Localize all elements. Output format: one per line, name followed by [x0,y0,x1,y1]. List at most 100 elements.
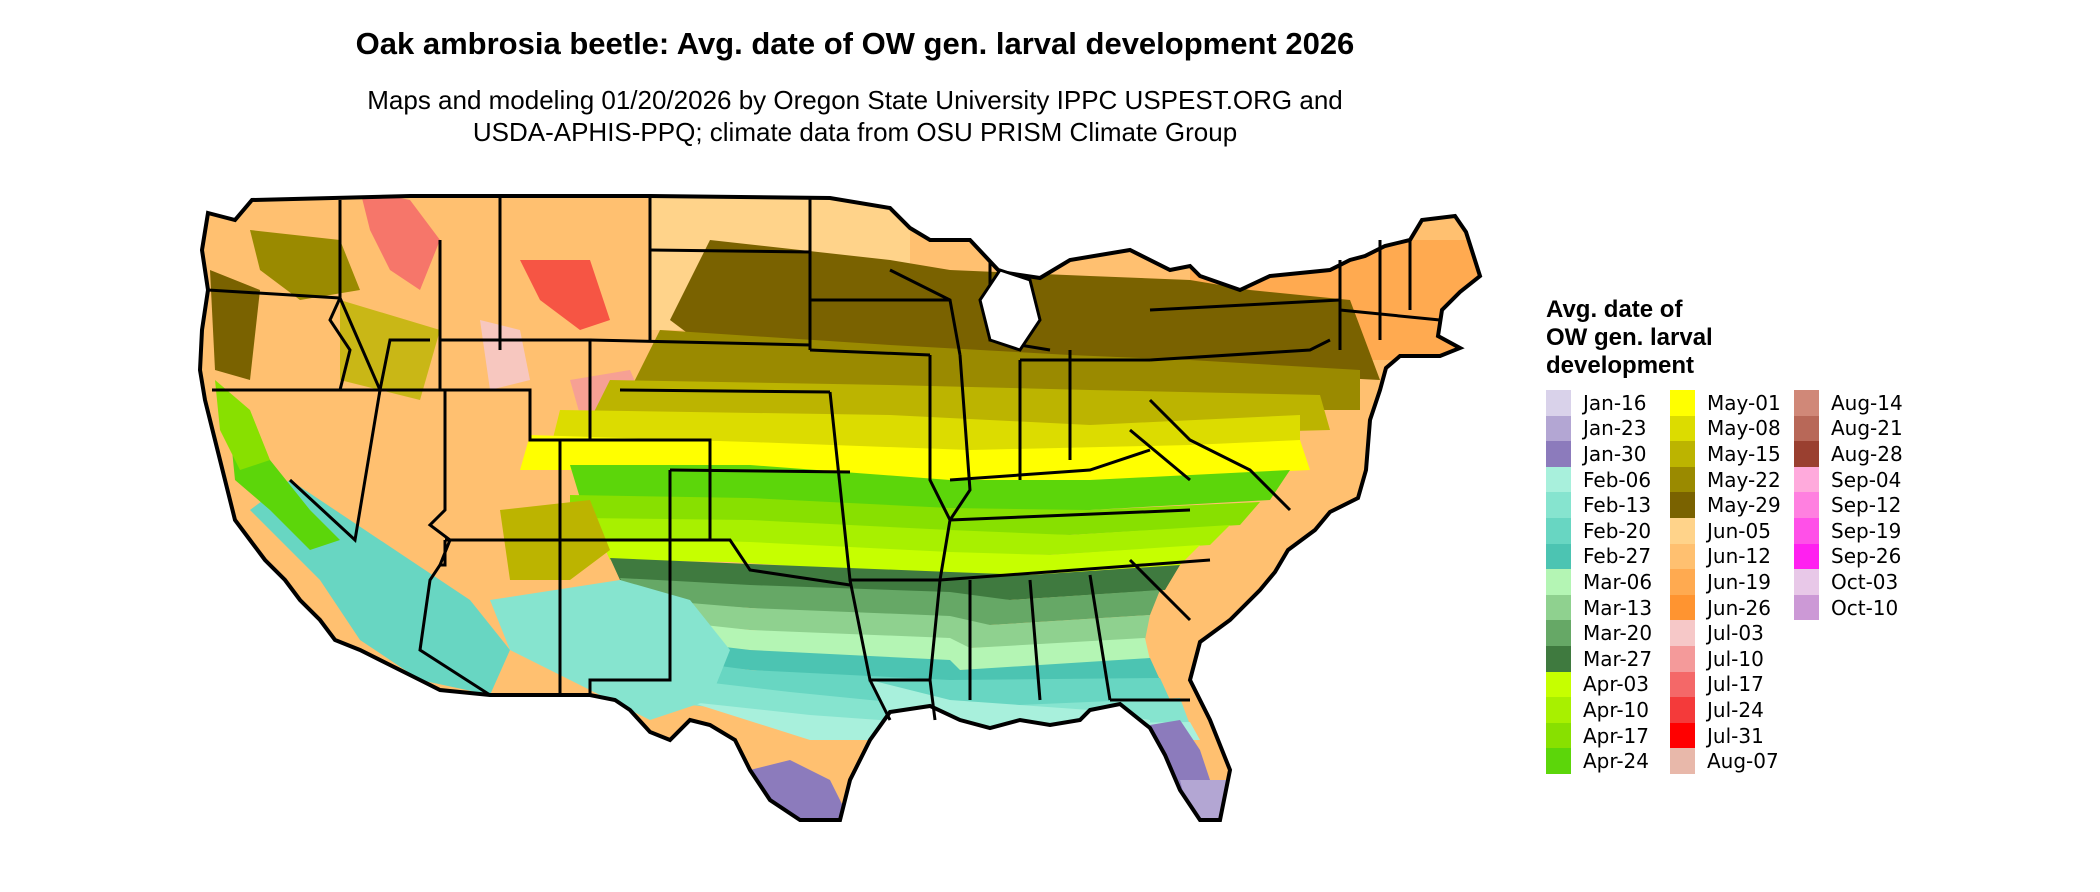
legend-swatch [1670,722,1695,749]
legend-swatch [1546,569,1571,595]
legend-label: Mar-06 [1583,569,1653,594]
legend-item: Jul-17 [1670,671,1794,698]
legend-item: Jan-30 [1546,441,1670,467]
legend-item: Mar-13 [1546,594,1670,621]
legend-label: Jan-30 [1583,441,1647,466]
state-borders [207,196,1441,721]
legend-swatch [1794,390,1819,416]
legend-swatch [1546,441,1571,467]
legend-item: Aug-14 [1794,390,1918,416]
legend-swatch [1794,517,1819,544]
legend-swatch [1670,466,1695,493]
legend-item: Jul-10 [1670,645,1794,672]
legend-swatch [1670,441,1695,467]
legend-swatch [1794,492,1819,518]
legend-label: Jul-10 [1707,646,1764,671]
legend-label: Jun-26 [1707,595,1771,620]
legend-label: May-08 [1707,416,1781,441]
legend-item: Apr-10 [1546,697,1670,723]
legend-swatch [1794,543,1819,570]
legend-item: Aug-28 [1794,441,1918,467]
legend-item: Jul-31 [1670,722,1794,749]
legend-swatch [1794,569,1819,595]
legend-swatch [1546,492,1571,518]
legend-item: Aug-21 [1794,415,1918,442]
legend-label: Jun-05 [1707,518,1771,543]
legend-item: Jun-12 [1670,543,1794,570]
legend-label: Feb-13 [1583,493,1652,518]
legend-label: Mar-13 [1583,595,1653,620]
us-map-svg [198,194,1482,822]
legend-title-line-2: OW gen. larval [1546,324,1713,351]
legend-item: Apr-24 [1546,748,1670,774]
legend-item: Jun-26 [1670,594,1794,621]
legend-label: Sep-26 [1831,544,1902,569]
legend-item: Sep-04 [1794,466,1918,493]
subtitle-line-2: USDA-APHIS-PPQ; climate data from OSU PR… [472,117,1238,147]
legend-swatch [1546,390,1571,416]
legend-item: Apr-17 [1546,722,1670,749]
legend-label: May-15 [1707,441,1781,466]
legend-swatch [1546,620,1571,646]
legend-item: Mar-20 [1546,620,1670,646]
legend-item: Sep-26 [1794,543,1918,570]
legend-label: May-29 [1707,493,1781,518]
legend-swatch [1670,594,1695,621]
legend-swatch [1546,645,1571,672]
legend-item: Mar-06 [1546,569,1670,595]
legend-swatch [1670,645,1695,672]
legend-swatch [1670,620,1695,646]
legend-item: Feb-06 [1546,466,1670,493]
legend-label: Jul-24 [1707,697,1764,722]
legend-swatch [1670,569,1695,595]
legend-label: Aug-28 [1831,441,1903,466]
legend-label: Jul-31 [1707,723,1764,748]
legend-label: Apr-24 [1583,749,1649,774]
legend-label: Aug-07 [1707,749,1779,774]
legend-label: Jun-12 [1707,544,1771,569]
legend-swatch [1794,594,1819,621]
legend-swatch [1670,517,1695,544]
legend-item: Sep-12 [1794,492,1918,518]
legend-item: Feb-20 [1546,517,1670,544]
legend-item: Jun-05 [1670,517,1794,544]
legend-swatch [1546,722,1571,749]
legend-swatch [1546,594,1571,621]
legend-label: Apr-17 [1583,723,1649,748]
legend-label: Jan-16 [1583,390,1647,415]
legend-label: Jul-17 [1707,672,1764,697]
legend-label: Mar-20 [1583,621,1653,646]
legend-label: Apr-10 [1583,697,1649,722]
legend-swatch [1794,466,1819,493]
legend-swatch [1794,441,1819,467]
legend-item: May-15 [1670,441,1794,467]
legend-item: Feb-13 [1546,492,1670,518]
legend-title-line-1: Avg. date of [1546,296,1683,323]
legend-title-line-3: development [1546,352,1695,379]
legend-label: Sep-19 [1831,518,1902,543]
legend-label: Oct-03 [1831,569,1899,594]
legend-swatch [1670,697,1695,723]
legend-swatch [1546,697,1571,723]
legend-swatch [1546,415,1571,442]
legend-label: Mar-27 [1583,646,1653,671]
map-title: Oak ambrosia beetle: Avg. date of OW gen… [355,26,1355,61]
legend-swatch [1670,543,1695,570]
legend-swatch [1546,517,1571,544]
legend-label: Jul-03 [1707,621,1764,646]
legend-swatch [1670,390,1695,416]
subtitle-line-1: Maps and modeling 01/20/2026 by Oregon S… [367,85,1343,115]
legend-label: Jun-19 [1707,569,1771,594]
legend-swatch [1546,748,1571,774]
legend-label: Oct-10 [1831,595,1899,620]
map-legend: Avg. date of OW gen. larval development … [1546,296,2086,774]
legend-label: Apr-03 [1583,672,1649,697]
legend-swatch [1546,466,1571,493]
legend-label: Feb-20 [1583,518,1652,543]
legend-item: May-08 [1670,415,1794,442]
legend-label: Sep-04 [1831,467,1902,492]
legend-column: May-01 May-08 May-15 May-22 May-29 Jun-05 Jun-… [1670,390,1794,774]
legend-item: Mar-27 [1546,645,1670,672]
us-map [190,180,1530,880]
